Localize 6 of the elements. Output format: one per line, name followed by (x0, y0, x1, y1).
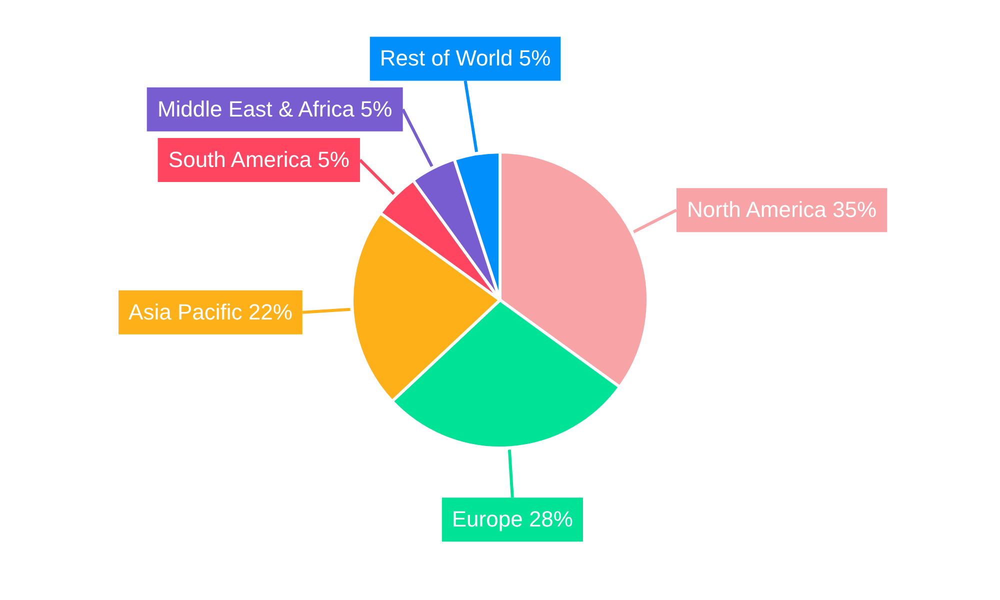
slice-label: Rest of World 5% (380, 46, 551, 71)
slice-label: South America 5% (168, 146, 350, 172)
slice-label: Europe 28% (452, 506, 573, 532)
slice-label: Asia Pacific 22% (128, 299, 292, 324)
slice-label: Middle East & Africa 5% (157, 96, 392, 122)
slice-label: North America 35% (687, 197, 877, 222)
